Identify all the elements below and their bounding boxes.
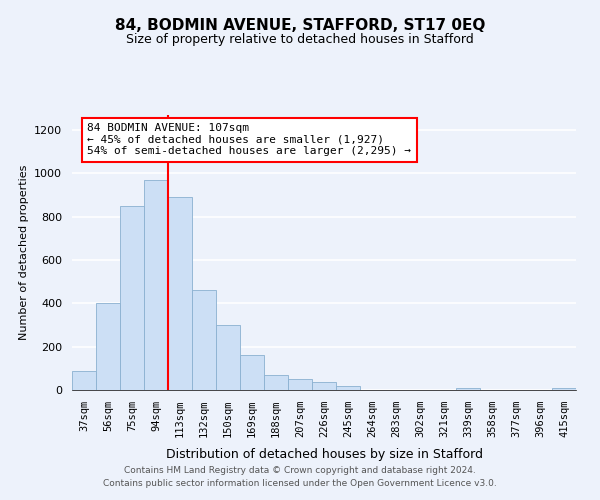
Bar bbox=[456, 388, 480, 390]
Bar bbox=[288, 379, 312, 390]
Bar bbox=[216, 325, 240, 390]
Bar bbox=[240, 356, 264, 390]
Text: Size of property relative to detached houses in Stafford: Size of property relative to detached ho… bbox=[126, 32, 474, 46]
Bar bbox=[120, 206, 144, 390]
Bar bbox=[168, 198, 192, 390]
Text: 84 BODMIN AVENUE: 107sqm
← 45% of detached houses are smaller (1,927)
54% of sem: 84 BODMIN AVENUE: 107sqm ← 45% of detach… bbox=[87, 123, 411, 156]
Bar bbox=[336, 386, 360, 390]
Bar bbox=[96, 304, 120, 390]
Bar bbox=[144, 180, 168, 390]
Bar bbox=[264, 375, 288, 390]
Text: 84, BODMIN AVENUE, STAFFORD, ST17 0EQ: 84, BODMIN AVENUE, STAFFORD, ST17 0EQ bbox=[115, 18, 485, 32]
Bar bbox=[192, 290, 216, 390]
Y-axis label: Number of detached properties: Number of detached properties bbox=[19, 165, 29, 340]
X-axis label: Distribution of detached houses by size in Stafford: Distribution of detached houses by size … bbox=[166, 448, 482, 462]
Text: Contains HM Land Registry data © Crown copyright and database right 2024.
Contai: Contains HM Land Registry data © Crown c… bbox=[103, 466, 497, 487]
Bar bbox=[72, 370, 96, 390]
Bar bbox=[552, 388, 576, 390]
Bar bbox=[312, 382, 336, 390]
